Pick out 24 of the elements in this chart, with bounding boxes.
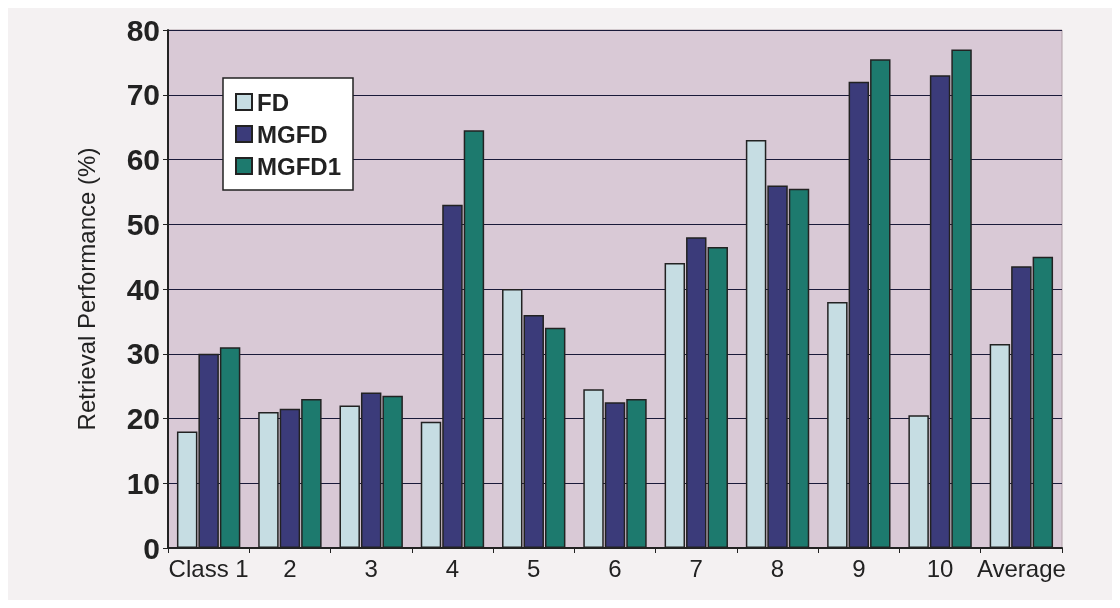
y-tick-label: 10 (126, 466, 160, 500)
x-tick-label: 2 (283, 554, 297, 582)
y-tick-label: 60 (126, 143, 160, 176)
legend-label: MGFD (257, 120, 328, 148)
y-tick-label: 20 (126, 402, 160, 435)
x-tick-label: 5 (527, 554, 541, 582)
x-tick-label: Average (976, 554, 1066, 582)
x-tick-label: 8 (770, 554, 785, 582)
x-tick-label: 3 (364, 554, 378, 582)
y-axis-title: Retrieval Performance (%) (72, 147, 100, 431)
x-tick-label: 9 (852, 554, 866, 582)
legend-label: MGFD1 (257, 152, 341, 180)
y-tick-label: 80 (126, 13, 160, 47)
y-tick-label: 50 (126, 207, 160, 241)
y-tick-label: 30 (126, 337, 160, 371)
x-tick-label: 6 (608, 554, 622, 582)
x-tick-label: 7 (689, 554, 703, 582)
x-tick-label: Class 1 (168, 554, 249, 582)
legend-label: FD (257, 88, 289, 116)
y-tick-label: 70 (126, 78, 160, 112)
x-tick-label: 4 (445, 554, 460, 582)
y-tick-label: 40 (126, 272, 160, 306)
x-tick-label: 10 (926, 554, 954, 582)
y-tick-label: 0 (143, 531, 160, 565)
